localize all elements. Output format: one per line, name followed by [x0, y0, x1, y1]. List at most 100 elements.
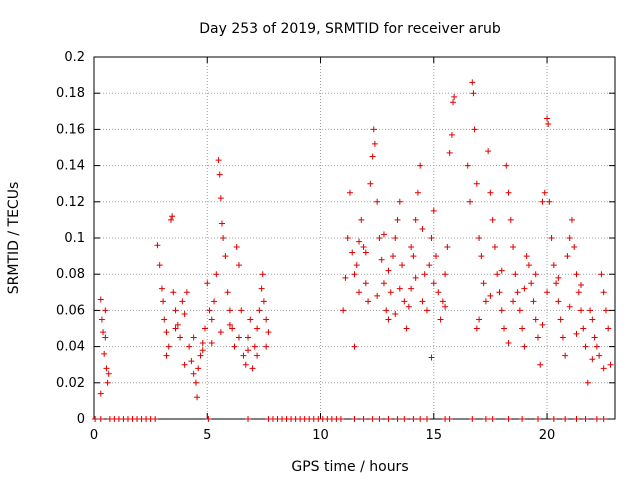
data-point	[242, 361, 249, 368]
data-point	[469, 79, 476, 86]
data-point	[401, 298, 408, 305]
data-point	[183, 289, 190, 296]
data-point	[206, 307, 213, 314]
data-point	[197, 352, 204, 359]
data-point	[392, 235, 399, 241]
data-point	[170, 289, 177, 296]
data-point	[412, 274, 419, 281]
data-point	[557, 316, 564, 323]
data-point	[396, 198, 403, 205]
x-axis-label: GPS time / hours	[291, 459, 408, 475]
y-tick-label: 0.06	[56, 303, 85, 318]
data-point	[226, 321, 233, 328]
y-axis-label: SRMTID / TECUs	[6, 182, 22, 295]
data-point	[220, 235, 227, 241]
data-point	[471, 126, 478, 133]
y-tick-label: 0.14	[56, 159, 85, 174]
data-point	[231, 343, 238, 350]
data-points	[92, 79, 614, 422]
data-point	[205, 416, 212, 422]
x-tick-label: 5	[203, 428, 211, 443]
data-point	[247, 316, 254, 323]
data-point	[578, 307, 585, 314]
data-point	[507, 216, 514, 223]
data-point	[240, 352, 247, 359]
data-point	[596, 352, 603, 359]
data-point	[562, 352, 569, 359]
data-point	[539, 321, 546, 328]
y-tick-label: 0.12	[56, 195, 85, 210]
data-point	[559, 334, 566, 341]
data-point	[378, 256, 385, 263]
data-point	[489, 416, 496, 422]
data-point	[573, 271, 580, 278]
data-point	[417, 416, 424, 422]
data-point	[566, 303, 573, 310]
data-point	[387, 289, 394, 296]
data-point	[394, 216, 401, 223]
data-point	[470, 90, 477, 97]
data-point	[503, 162, 510, 169]
data-point	[351, 416, 358, 422]
data-point	[152, 416, 159, 422]
data-point	[358, 216, 365, 223]
data-point	[571, 244, 578, 251]
data-point	[376, 416, 383, 422]
data-point	[435, 289, 442, 296]
data-point	[260, 298, 267, 305]
data-point	[580, 325, 587, 332]
data-point	[476, 316, 483, 323]
data-point	[593, 416, 600, 422]
data-point	[573, 416, 580, 422]
data-point	[192, 379, 199, 386]
data-point	[174, 321, 181, 328]
data-point	[181, 311, 188, 318]
data-point	[199, 339, 206, 346]
data-point	[589, 356, 596, 363]
x-tick-label: 20	[539, 428, 556, 443]
data-point	[263, 343, 270, 350]
y-tick-label: 0.1	[64, 231, 85, 246]
data-point	[380, 280, 387, 287]
data-point	[417, 162, 424, 169]
data-point	[154, 242, 161, 249]
data-point	[163, 352, 170, 359]
data-point	[573, 330, 580, 337]
data-point	[392, 311, 399, 318]
data-point	[351, 343, 358, 350]
data-point	[401, 416, 408, 422]
data-point	[169, 213, 176, 220]
data-point	[163, 329, 170, 336]
data-point	[498, 307, 505, 314]
data-point	[593, 343, 600, 350]
data-point	[410, 416, 417, 422]
data-point	[342, 274, 349, 281]
data-point	[374, 198, 381, 205]
data-point	[199, 347, 206, 354]
data-point	[510, 244, 517, 251]
data-point	[525, 262, 532, 269]
x-tick-label: 15	[426, 428, 443, 443]
data-point	[168, 216, 175, 223]
data-point	[482, 416, 489, 422]
data-point	[370, 126, 377, 133]
data-point	[190, 334, 197, 341]
y-tick-label: 0.04	[56, 340, 85, 355]
data-point	[584, 379, 591, 386]
data-point	[550, 262, 557, 269]
data-point	[217, 329, 224, 336]
data-point	[367, 180, 374, 187]
data-point	[158, 285, 165, 292]
data-point	[98, 316, 105, 323]
data-point	[195, 365, 202, 372]
data-point	[478, 253, 485, 260]
data-point	[598, 271, 605, 278]
data-point	[265, 329, 272, 336]
data-point	[564, 253, 571, 260]
data-point	[222, 253, 229, 260]
data-point	[428, 354, 435, 361]
data-point	[249, 365, 256, 372]
data-point	[582, 416, 589, 422]
data-point	[555, 274, 562, 281]
